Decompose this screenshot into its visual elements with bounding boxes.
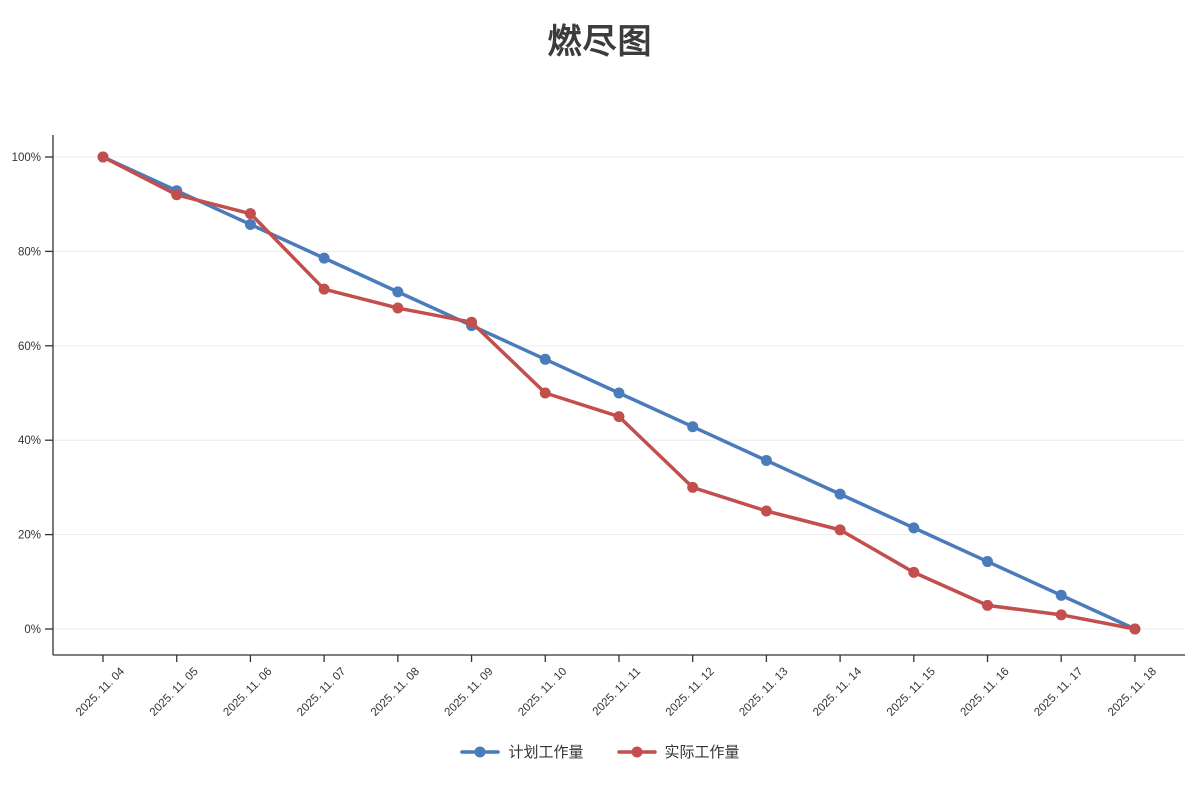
chart-legend: 计划工作量 实际工作量 <box>0 741 1200 762</box>
planned-legend-marker-icon <box>460 746 501 757</box>
actual-data-point-marker <box>392 302 404 314</box>
legend-label-actual: 实际工作量 <box>664 744 740 761</box>
actual-data-point-marker <box>466 316 478 328</box>
planned-data-point-marker <box>908 522 920 534</box>
actual-data-point-marker <box>539 387 551 399</box>
planned-data-point-marker <box>687 421 699 433</box>
actual-data-point-marker <box>613 411 625 423</box>
legend-dot <box>474 746 486 757</box>
planned-data-point-marker <box>834 488 846 500</box>
actual-data-point-marker <box>760 505 772 517</box>
x-tick-label: 2025. 11. 10 <box>516 666 569 719</box>
x-tick-label: 2025. 11. 05 <box>148 666 201 719</box>
planned-data-point-marker <box>392 286 404 298</box>
x-tick-label: 2025. 11. 04 <box>74 665 128 719</box>
y-tick-label: 20% <box>18 530 41 542</box>
x-tick-label: 2025. 11. 13 <box>737 666 790 719</box>
legend-item-planned[interactable]: 计划工作量 <box>460 741 584 762</box>
actual-data-point-marker <box>982 599 994 611</box>
actual-data-point-marker <box>318 283 330 295</box>
x-tick-label: 2025. 11. 15 <box>885 666 938 719</box>
actual-data-point-marker <box>834 524 846 536</box>
y-tick-label: 40% <box>18 435 41 447</box>
burndown-chart-plot: 0% 20% 40% 60% 80% 100% 2025. 11. 04 2025. 11. … <box>12 135 1185 719</box>
y-tick-label: 80% <box>18 246 41 258</box>
planned-data-point-marker <box>318 252 330 264</box>
planned-data-point-marker <box>982 556 994 568</box>
planned-data-point-marker <box>1055 589 1067 601</box>
planned-data-point-marker <box>760 454 772 466</box>
x-tick-label: 2025. 11. 11 <box>591 666 644 719</box>
x-tick-label: 2025. 11. 08 <box>369 666 422 719</box>
chart-title: 燃尽图 <box>547 23 653 61</box>
x-tick-label: 2025. 11. 18 <box>1106 666 1159 719</box>
planned-data-point-marker <box>244 218 256 230</box>
actual-data-point-marker <box>908 566 920 578</box>
planned-data-point-marker <box>613 387 625 399</box>
legend-item-actual[interactable]: 实际工作量 <box>616 741 740 762</box>
x-tick-label: 2025. 11. 07 <box>295 666 348 719</box>
legend-dot <box>631 746 642 757</box>
actual-data-point-marker <box>171 189 183 201</box>
actual-data-point-marker <box>1055 609 1067 621</box>
x-tick-label: 2025. 11. 09 <box>443 666 496 719</box>
actual-data-point-marker <box>97 151 109 163</box>
y-tick-label: 60% <box>18 341 41 353</box>
actual-data-point-marker <box>687 481 699 493</box>
y-tick-label: 100% <box>12 152 41 164</box>
x-tick-label: 2025. 11. 12 <box>664 666 717 719</box>
actual-data-point-marker <box>244 208 256 220</box>
x-tick-label: 2025. 11. 16 <box>959 666 1012 719</box>
y-tick-label: 0% <box>24 624 41 636</box>
legend-label-planned: 计划工作量 <box>508 744 584 761</box>
x-tick-label: 2025. 11. 06 <box>221 666 274 719</box>
actual-data-point-marker <box>1129 623 1141 635</box>
x-tick-label: 2025. 11. 17 <box>1032 666 1085 719</box>
x-tick-label: 2025. 11. 14 <box>811 665 865 719</box>
planned-data-point-marker <box>539 353 551 365</box>
actual-legend-marker-icon <box>616 746 657 757</box>
